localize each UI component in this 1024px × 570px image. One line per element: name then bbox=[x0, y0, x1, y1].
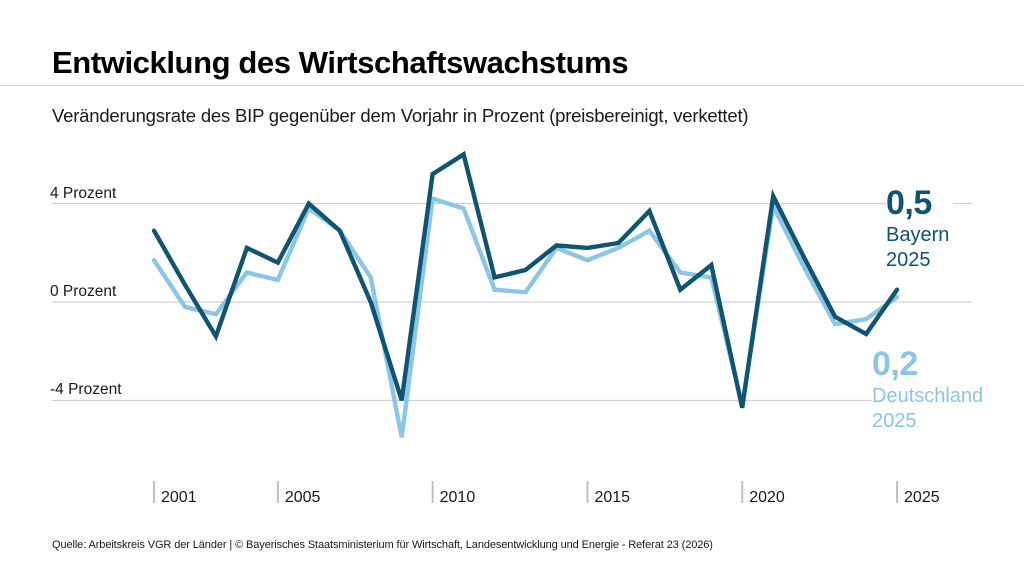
y-axis-label: 0 Prozent bbox=[50, 283, 117, 300]
page-title: Entwicklung des Wirtschaftswachstums bbox=[52, 44, 629, 80]
annotation-deutschland-value: 0,2 bbox=[872, 345, 918, 383]
annotation-deutschland-year: 2025 bbox=[872, 410, 917, 432]
annotation-bayern-value: 0,5 bbox=[886, 184, 932, 222]
annotation-bayern-region: Bayern bbox=[886, 224, 950, 246]
y-axis-label: 4 Prozent bbox=[50, 184, 117, 202]
x-axis-label: 2005 bbox=[284, 489, 321, 506]
x-axis-label: 2001 bbox=[161, 489, 197, 506]
annotation-deutschland-region: Deutschland bbox=[872, 385, 984, 407]
x-axis-label: 2020 bbox=[749, 489, 785, 506]
annotation-bayern: 0,5 Bayern 2025 bbox=[886, 184, 954, 272]
line-bayern bbox=[151, 150, 900, 409]
x-axis-label: 2015 bbox=[594, 489, 631, 506]
x-axis-label: 2010 bbox=[439, 489, 476, 506]
chart-subtitle: Veränderungsrate des BIP gegenüber dem V… bbox=[52, 105, 749, 126]
x-axis-label: 2025 bbox=[904, 489, 940, 506]
annotation-deutschland: 0,2 Deutschland 2025 bbox=[872, 345, 988, 433]
line-deutschland bbox=[151, 195, 900, 438]
y-axis-label: -4 Prozent bbox=[50, 381, 122, 399]
source-footer: Quelle: Arbeitskreis VGR der Länder | © … bbox=[52, 539, 713, 551]
annotation-bayern-year: 2025 bbox=[886, 249, 931, 271]
title-divider bbox=[0, 85, 1024, 86]
